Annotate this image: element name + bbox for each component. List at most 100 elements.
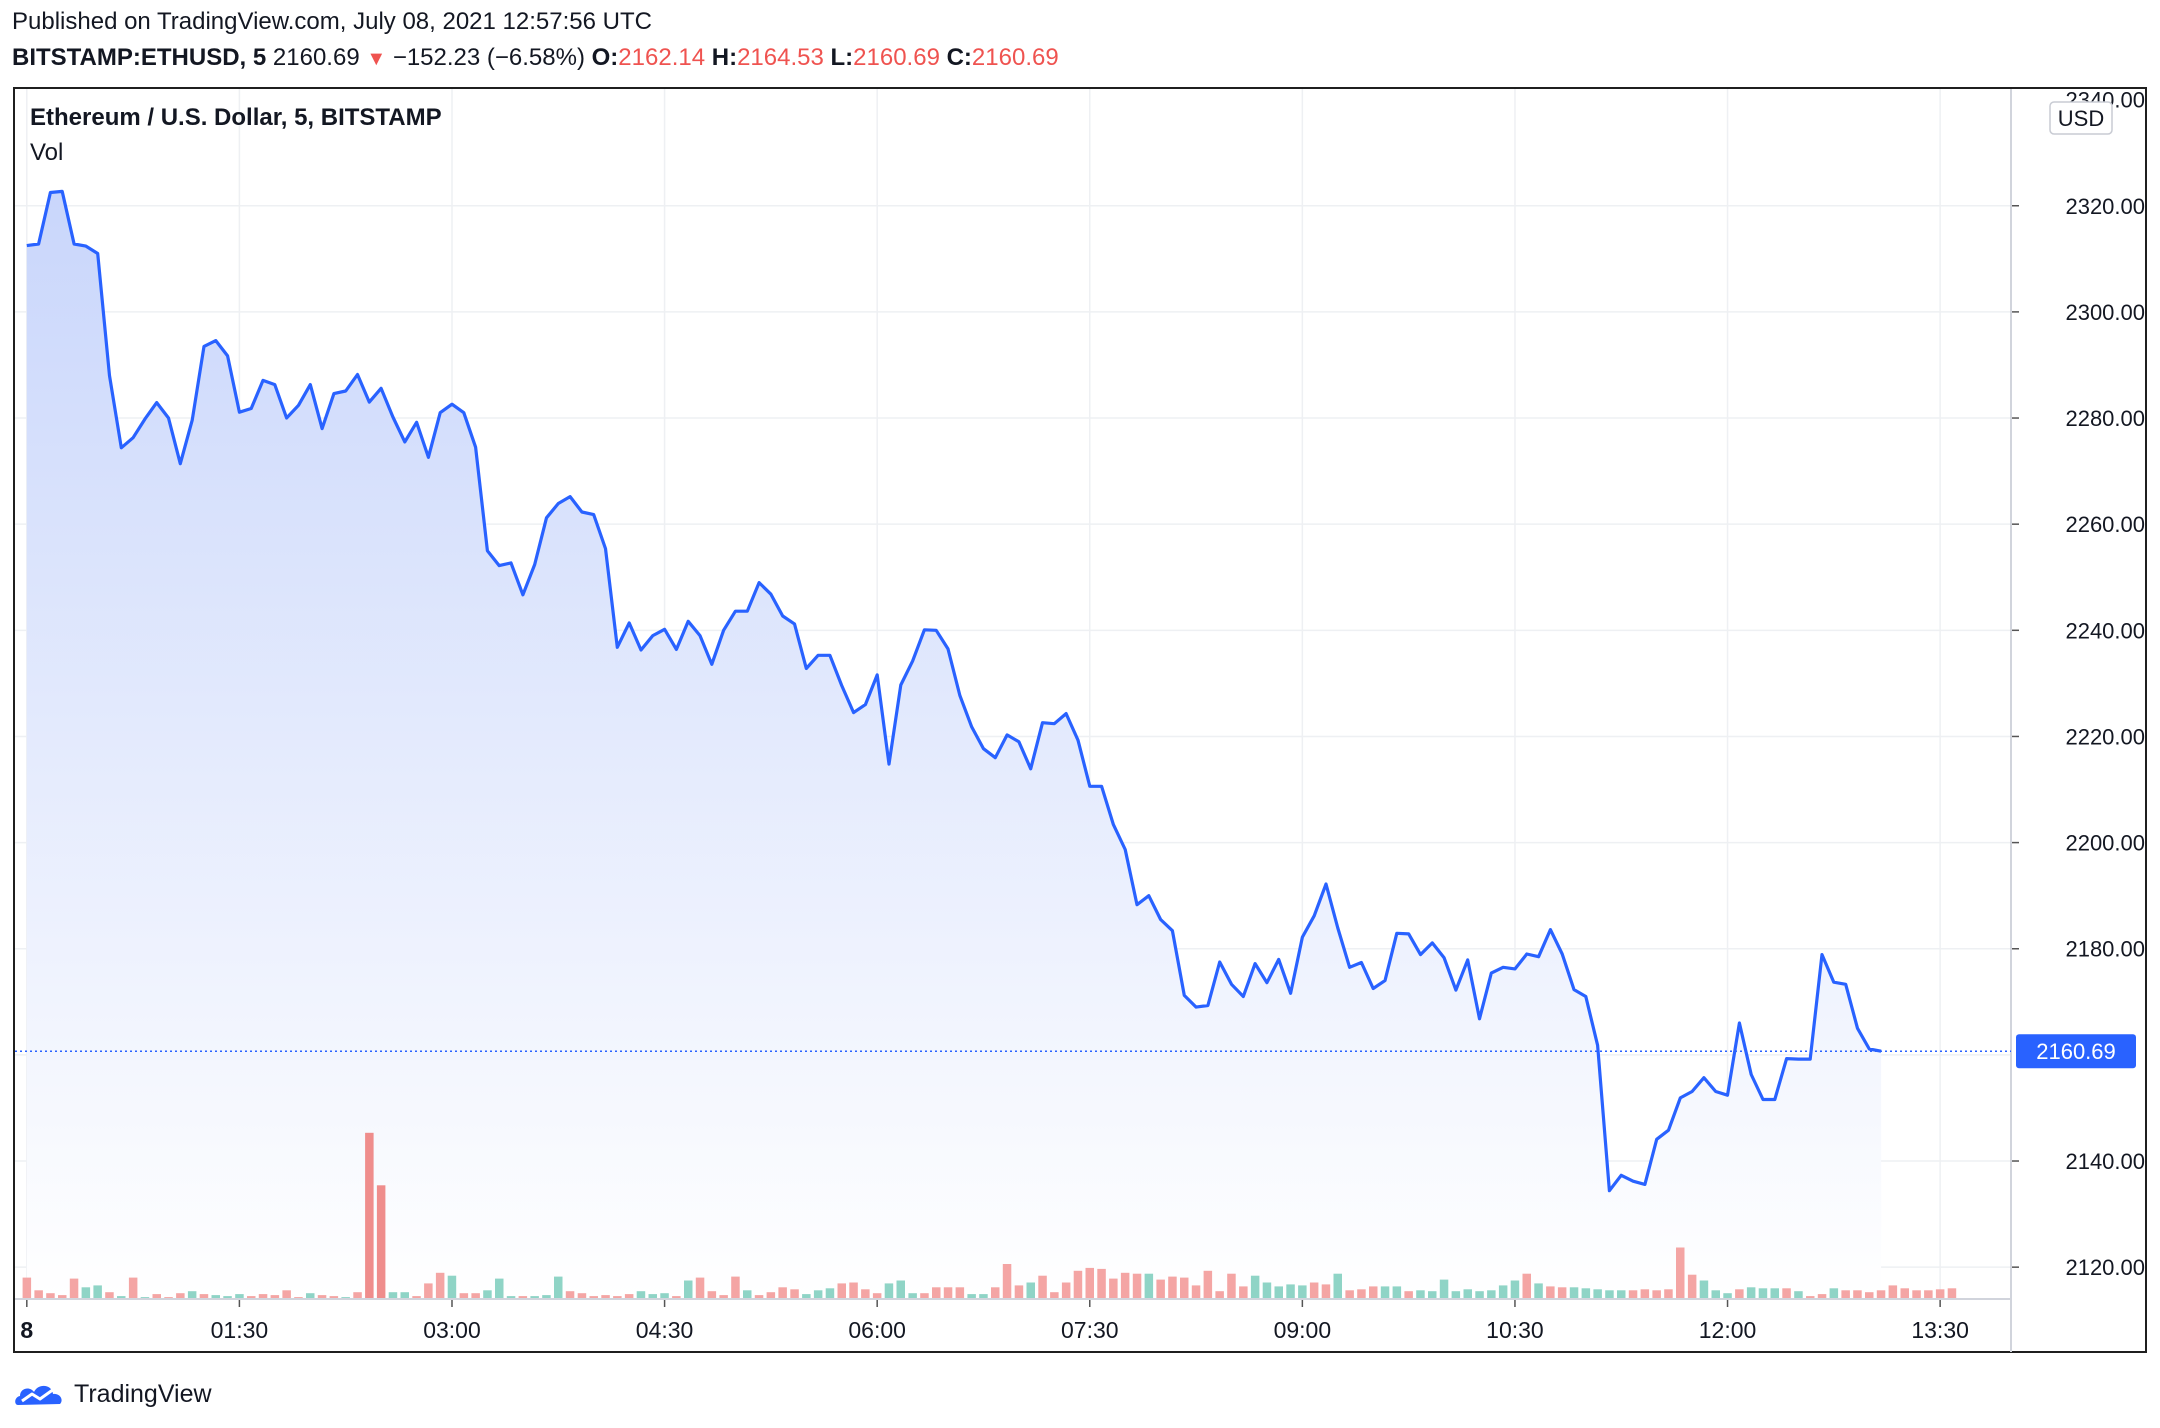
low-label: L: bbox=[830, 44, 854, 71]
volume-bar bbox=[1026, 1282, 1035, 1299]
volume-bar bbox=[1227, 1273, 1236, 1299]
price-line-group bbox=[26, 189, 1882, 1193]
volume-bar bbox=[1806, 1296, 1815, 1299]
volume-bar bbox=[306, 1293, 315, 1299]
symbol-label[interactable]: BITSTAMP:ETHUSD, 5 bbox=[12, 44, 267, 71]
volume-bar bbox=[955, 1287, 965, 1299]
volume-bar bbox=[542, 1295, 551, 1299]
volume-bar bbox=[1794, 1291, 1803, 1299]
volume-bar bbox=[1817, 1294, 1827, 1299]
volume-bar bbox=[1522, 1273, 1531, 1299]
volume-bar bbox=[506, 1296, 516, 1299]
currency-badge[interactable] bbox=[2049, 101, 2113, 135]
x-tick-label: 10:30 bbox=[1486, 1317, 1544, 1343]
volume-bar bbox=[447, 1275, 457, 1299]
volume-bar bbox=[1132, 1273, 1142, 1299]
volume-bar bbox=[1782, 1288, 1791, 1299]
volume-bar bbox=[270, 1295, 280, 1299]
axes: 2320.00 2300.00 2280.00 2260.00 2240.00 2220.… bbox=[15, 88, 2145, 1352]
last-price: 2160.69 bbox=[272, 44, 360, 71]
chart-legend-title[interactable]: Ethereum / U.S. Dollar, 5, BITSTAMP bbox=[30, 104, 442, 131]
volume-bar bbox=[388, 1292, 398, 1299]
volume-bar bbox=[81, 1287, 91, 1299]
volume-bar bbox=[1014, 1285, 1024, 1299]
x-tick-label: 13:30 bbox=[1911, 1317, 1969, 1343]
y-tick-label: 2280.00 bbox=[2065, 406, 2145, 431]
volume-bar bbox=[1321, 1284, 1331, 1299]
y-tick-label: 2320.00 bbox=[2065, 194, 2145, 219]
volume-bar bbox=[530, 1296, 539, 1299]
volume-bar bbox=[1900, 1288, 1909, 1299]
volume-bar bbox=[636, 1291, 646, 1299]
volume-bar bbox=[1652, 1290, 1661, 1299]
volume-bar bbox=[908, 1293, 917, 1299]
volume-bar bbox=[849, 1282, 858, 1299]
volume-bar bbox=[1392, 1286, 1402, 1299]
publish-info: Published on TradingView.com, July 08, 2… bbox=[12, 8, 652, 35]
volume-bar bbox=[58, 1295, 67, 1299]
volume-bar bbox=[648, 1294, 657, 1299]
x-tick-label: 06:00 bbox=[848, 1317, 906, 1343]
volume-bar bbox=[1487, 1290, 1496, 1299]
volume-bar bbox=[46, 1293, 55, 1299]
volume-bar bbox=[577, 1293, 587, 1299]
volume-bar bbox=[1628, 1290, 1638, 1299]
volume-bar bbox=[920, 1293, 929, 1299]
volume-bar bbox=[176, 1293, 185, 1299]
chart-frame bbox=[13, 87, 2147, 1353]
tradingview-footer[interactable]: TradingView bbox=[14, 1376, 212, 1412]
volume-bar bbox=[872, 1293, 882, 1299]
volume-bar bbox=[1699, 1280, 1709, 1299]
last-price-label: 2160.69 bbox=[2036, 1039, 2116, 1064]
volume-bar bbox=[235, 1294, 244, 1299]
volume-bar bbox=[1617, 1290, 1626, 1299]
volume-bar bbox=[991, 1287, 1000, 1299]
volume-bar bbox=[1109, 1278, 1118, 1299]
volume-bar bbox=[1853, 1290, 1862, 1299]
volume-bar bbox=[117, 1296, 126, 1299]
volume-bar bbox=[1829, 1288, 1839, 1299]
volume-bars bbox=[22, 1132, 1957, 1299]
volume-bar bbox=[1203, 1270, 1213, 1299]
volume-bar bbox=[1746, 1287, 1756, 1299]
x-tick-label: 03:00 bbox=[423, 1317, 481, 1343]
volume-bar bbox=[1687, 1274, 1697, 1299]
volume-bar bbox=[1664, 1289, 1673, 1299]
volume-bar bbox=[1735, 1289, 1744, 1299]
volume-bar bbox=[707, 1291, 717, 1299]
volume-bar bbox=[1593, 1289, 1602, 1299]
close-label: C: bbox=[946, 44, 972, 71]
volume-bar bbox=[861, 1289, 870, 1299]
x-tick-label: 09:00 bbox=[1274, 1317, 1332, 1343]
volume-bar bbox=[790, 1289, 799, 1299]
volume-bar bbox=[1050, 1292, 1059, 1299]
volume-bar bbox=[1711, 1290, 1720, 1299]
volume-bar bbox=[1156, 1279, 1165, 1299]
volume-bar bbox=[1463, 1289, 1472, 1299]
price-area-fill bbox=[26, 191, 1882, 1299]
volume-bar bbox=[589, 1296, 598, 1299]
volume-bar bbox=[1841, 1290, 1850, 1299]
volume-bar bbox=[400, 1292, 409, 1299]
volume-bar bbox=[731, 1276, 740, 1299]
volume-bar bbox=[1345, 1290, 1354, 1299]
volume-bar bbox=[1357, 1289, 1366, 1299]
volume-bar bbox=[1498, 1285, 1508, 1299]
volume-bar bbox=[1888, 1285, 1898, 1299]
volume-bar bbox=[1250, 1275, 1260, 1299]
volume-legend[interactable]: Vol bbox=[30, 139, 64, 166]
high-value: 2164.53 bbox=[737, 44, 824, 71]
y-tick-label: 2140.00 bbox=[2065, 1149, 2145, 1174]
volume-bar bbox=[565, 1291, 575, 1299]
volume-bar bbox=[1723, 1293, 1732, 1299]
volume-bar bbox=[932, 1287, 941, 1299]
low-value: 2160.69 bbox=[853, 44, 940, 71]
x-tick-label: 01:30 bbox=[211, 1317, 269, 1343]
y-tick-label: 2300.00 bbox=[2065, 300, 2145, 325]
volume-bar bbox=[1073, 1270, 1083, 1299]
volume-bar bbox=[1286, 1284, 1295, 1299]
volume-bar bbox=[1416, 1290, 1425, 1299]
volume-bar bbox=[825, 1288, 835, 1299]
volume-bar bbox=[1120, 1272, 1130, 1299]
